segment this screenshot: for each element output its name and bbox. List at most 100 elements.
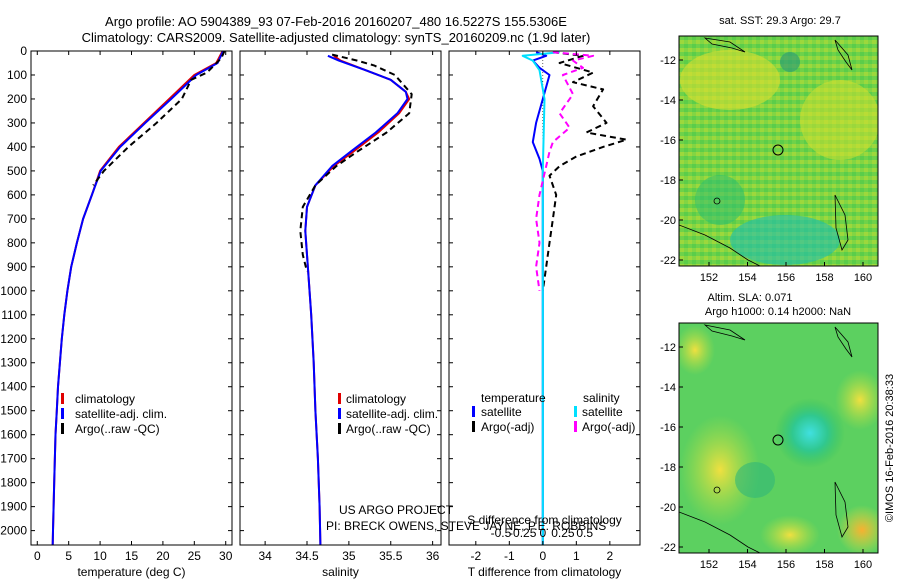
- coastline: [679, 224, 761, 266]
- depth-tick-label: 100: [7, 68, 27, 82]
- depth-tick-label: 800: [7, 236, 27, 250]
- legend-label-temp-satellite: satellite: [481, 405, 522, 419]
- x-axis-label: temperature (deg C): [77, 565, 185, 579]
- coastline: [703, 37, 746, 53]
- legend-swatch-argo: [338, 423, 341, 434]
- argo-float-marker: [772, 434, 784, 446]
- x-tick-label: 2: [606, 549, 613, 563]
- map-y-tick-label: -16: [660, 422, 676, 434]
- map-x-tick-label: 156: [777, 272, 795, 284]
- x2-tick-label: 0.25: [551, 526, 575, 540]
- map-y-tick-label: -18: [660, 175, 676, 187]
- x-tick-label: 5: [65, 549, 72, 563]
- legend-label-argo: Argo(..raw -QC): [75, 422, 160, 436]
- sst-map-ticks: -12 -14 -16 -18 -20 -22 152 154 156 158 160: [660, 55, 872, 284]
- map-y-tick-label: -14: [660, 95, 676, 107]
- x-tick-label: 36: [426, 549, 440, 563]
- x-tick-label: 34: [258, 549, 272, 563]
- legend-swatch-climatology: [338, 393, 341, 404]
- depth-tick-label: 1900: [0, 500, 27, 514]
- depth-tick-label: 2000: [0, 524, 27, 538]
- series-line-salinity-satellite: [521, 51, 560, 545]
- depth-axis: 0 100 200 300 400 500 600 700 800 900 1000 1100 1200…: [0, 44, 27, 538]
- map-x-tick-label: 154: [738, 272, 756, 284]
- depth-tick-label: 0: [20, 44, 27, 58]
- difference-panel: -2 -1 0 1 2 -0.5-0.25 0 0.25 0.5S difference fro…: [448, 50, 641, 579]
- plot-frame: [448, 50, 641, 546]
- legend-label-climatology: climatology: [346, 392, 406, 406]
- legend-label-satellite: satellite-adj. clim.: [346, 407, 438, 421]
- depth-tick-label: 500: [7, 164, 27, 178]
- map-x-tick-label: 152: [700, 559, 718, 571]
- legend-label-climatology: climatology: [75, 392, 135, 406]
- coastline: [834, 194, 849, 252]
- coastline: [703, 324, 746, 341]
- x-tick-label: 25: [188, 549, 202, 563]
- series-line-satellite-adj-clim: [304, 54, 409, 546]
- x2-tick-label: 0: [539, 526, 546, 540]
- x-tick-label: 35.5: [379, 549, 403, 563]
- sst-warm-patch: [680, 50, 780, 110]
- depth-tick-label: 1200: [0, 332, 27, 346]
- series-line-argo-raw-qc: [92, 50, 226, 186]
- depth-tick-label: 600: [7, 188, 27, 202]
- sla-eddy: [775, 398, 845, 468]
- salinity-legend: climatology satellite-adj. clim. Argo(..…: [338, 392, 438, 436]
- sla-high-patch: [837, 505, 878, 553]
- map-y-tick-label: -16: [660, 135, 676, 147]
- sst-map: sat. SST: 29.3 Argo: 29.7 -12 -14 -16 -18 -2…: [660, 15, 879, 284]
- series-line-satellite-adj-clim: [51, 50, 225, 546]
- series-line-argo-raw-qc: [299, 53, 413, 272]
- x-tick-label: 0: [34, 549, 41, 563]
- series-line-temperature-satellite: [531, 51, 551, 545]
- map-x-tick-label: 152: [700, 272, 718, 284]
- coastline: [834, 481, 849, 539]
- x-tick-label: -2: [470, 549, 481, 563]
- reef-outline: [713, 197, 721, 205]
- coastline: [679, 511, 761, 553]
- map-y-tick-label: -22: [660, 542, 676, 554]
- map-x-tick-label: 158: [815, 559, 833, 571]
- sla-eddy: [735, 462, 775, 498]
- x2-tick-label: -0.5: [491, 526, 512, 540]
- legend-title-salinity: salinity: [583, 391, 620, 405]
- map-x-tick-label: 158: [815, 272, 833, 284]
- x2-tick-label: 0.5: [576, 526, 593, 540]
- x-tick-label: 1: [573, 549, 580, 563]
- salinity-panel: 34 34.5 35 35.5 36 salinity: [239, 50, 442, 579]
- sla-map-title2: Argo h1000: 0.14 h2000: NaN: [705, 306, 851, 318]
- depth-tick-label: 200: [7, 92, 27, 106]
- depth-tick-label: 1600: [0, 428, 27, 442]
- plot-frame: [239, 50, 442, 546]
- x-axis-label: salinity: [322, 565, 359, 579]
- pi-annotation: PI: BRECK OWENS, STEVE JAYNE, P.E. ROBBI…: [326, 519, 606, 533]
- coastline: [834, 326, 853, 358]
- header-line2: Climatology: CARS2009. Satellite-adjuste…: [82, 30, 591, 45]
- legend-swatch-satellite: [61, 408, 64, 419]
- x-axis-label: T difference from climatology: [468, 565, 622, 579]
- argo-float-marker: [772, 144, 784, 156]
- depth-tick-label: 1300: [0, 356, 27, 370]
- credit-text: ©IMOS 16-Feb-2016 20:38:33: [884, 374, 896, 522]
- header-line1: Argo profile: AO 5904389_93 07-Feb-2016 …: [105, 14, 567, 29]
- depth-tick-label: 1800: [0, 476, 27, 490]
- x-tick-label: 20: [156, 549, 170, 563]
- project-annotation: US ARGO PROJECT: [339, 503, 454, 517]
- sla-high-patch: [679, 325, 715, 375]
- x2-tick-label: -0.25: [509, 526, 537, 540]
- x-tick-label: 34.5: [295, 549, 319, 563]
- depth-tick-label: 1700: [0, 452, 27, 466]
- legend-title-temperature: temperature: [481, 391, 546, 405]
- legend-swatch-temp-satellite: [472, 406, 475, 417]
- map-y-tick-label: -20: [660, 502, 676, 514]
- x-tick-label: 35: [342, 549, 356, 563]
- depth-tick-label: 1500: [0, 404, 27, 418]
- x-tick-label: -1: [504, 549, 515, 563]
- legend-label-sal-argo: Argo(-adj): [582, 420, 635, 434]
- legend-label-satellite: satellite-adj. clim.: [75, 407, 167, 421]
- legend-swatch-temp-argo: [472, 421, 475, 432]
- map-y-tick-label: -12: [660, 55, 676, 67]
- depth-tick-label: 700: [7, 212, 27, 226]
- x-tick-label: 10: [93, 549, 107, 563]
- sla-high-patch: [835, 370, 878, 430]
